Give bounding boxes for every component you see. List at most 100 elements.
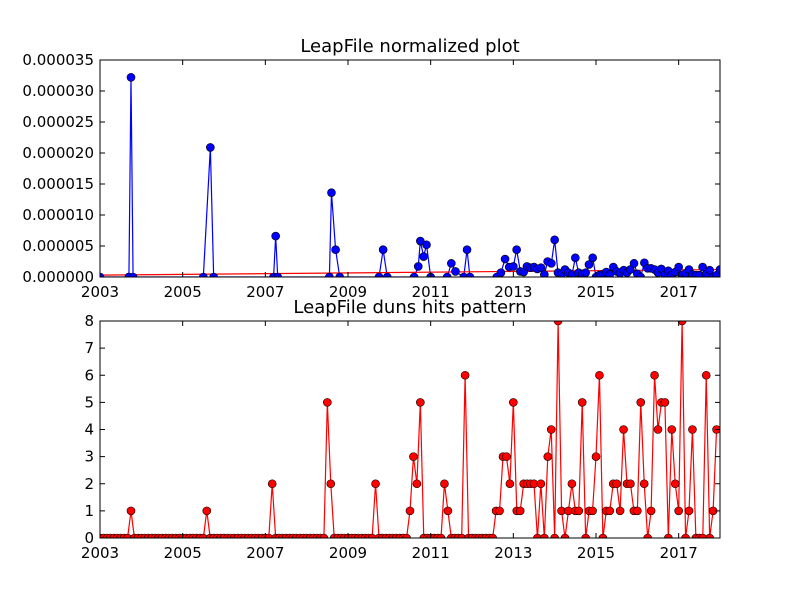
data-point [509, 262, 518, 271]
data-point [595, 370, 604, 380]
data-point [688, 425, 697, 434]
data-point [653, 425, 663, 434]
data-point [667, 425, 677, 434]
y-tick-label: 0 [84, 529, 94, 547]
y-tick-label: 0.000005 [22, 237, 94, 255]
data-point [695, 270, 704, 277]
data-point [402, 533, 411, 538]
data-point [598, 533, 608, 538]
data-point [382, 272, 392, 277]
y-tick-label: 8 [84, 312, 94, 330]
y-tick-label: 3 [84, 448, 94, 466]
data-point [660, 398, 670, 407]
data-point [681, 533, 690, 538]
y-tick-label: 7 [84, 339, 94, 357]
data-point [500, 254, 510, 264]
data-point [581, 268, 590, 277]
data-point [367, 533, 377, 538]
x-tick-label: 2017 [660, 544, 698, 562]
data-point [442, 272, 452, 277]
data-point [325, 272, 334, 277]
data-point [633, 506, 642, 516]
y-tick-label: 0.000035 [22, 51, 94, 69]
top-panel: LeapFile normalized plot 2003 2005 2007 2009… [22, 36, 721, 301]
data-point [264, 533, 274, 538]
data-point [550, 533, 559, 538]
x-tick-label: 2009 [329, 283, 367, 301]
data-point [605, 270, 614, 277]
data-point [540, 533, 549, 538]
data-point [495, 506, 504, 516]
data-point [199, 272, 208, 277]
x-tick-label: 2005 [164, 283, 202, 301]
x-tick-label: 2007 [246, 544, 284, 562]
data-point [705, 265, 714, 275]
data-point [626, 265, 635, 274]
data-point [206, 143, 215, 152]
data-point [674, 262, 683, 272]
data-point [502, 452, 511, 461]
data-point [100, 272, 105, 277]
data-point [443, 506, 453, 516]
data-point [199, 533, 208, 538]
data-point [271, 231, 280, 241]
data-point [326, 479, 336, 489]
data-point [646, 506, 656, 516]
chart-title: LeapFile normalized plot [300, 36, 519, 57]
data-point [462, 245, 472, 255]
data-point [547, 259, 556, 268]
data-point [436, 533, 446, 538]
data-point [409, 272, 419, 277]
data-point [636, 272, 645, 277]
y-tick-label: 1 [84, 502, 94, 520]
bottom-panel: LeapFile duns hits pattern 2003 2005 2007 20… [81, 297, 721, 562]
y-tick-label: 6 [84, 366, 94, 384]
data-point [643, 533, 652, 538]
y-tick-label: 4 [84, 421, 94, 439]
data-point [536, 479, 546, 489]
x-tick-label: 2005 [164, 544, 202, 562]
y-tick-label: 0.000010 [22, 206, 94, 224]
data-point [267, 479, 277, 489]
data-point [422, 240, 431, 250]
data-point [126, 73, 136, 82]
data-point [626, 479, 635, 489]
data-point [496, 268, 506, 277]
x-tick-label: 2009 [329, 544, 367, 562]
data-point [515, 506, 525, 516]
data-point [419, 252, 428, 261]
x-tick-label: 2017 [660, 283, 698, 301]
chart-title: LeapFile duns hits pattern [293, 297, 526, 318]
data-point [416, 236, 425, 246]
data-point [560, 533, 570, 538]
data-point [684, 506, 694, 516]
data-point [323, 398, 332, 407]
series-line [100, 77, 720, 277]
data-point [701, 370, 711, 380]
x-tick-label: 2003 [81, 544, 119, 562]
data-point [327, 188, 336, 197]
data-point [636, 398, 646, 407]
y-tick-label: 0.000020 [22, 144, 94, 162]
data-point [128, 272, 138, 277]
data-point [440, 479, 449, 489]
data-point [465, 272, 475, 277]
data-point [584, 260, 594, 269]
data-point [674, 506, 683, 516]
data-point [639, 479, 649, 489]
data-point [457, 533, 466, 538]
data-point [670, 479, 680, 489]
data-point [371, 479, 380, 489]
data-point [335, 272, 345, 277]
data-point [202, 506, 212, 516]
data-point [209, 272, 218, 277]
data-point [705, 533, 714, 538]
x-tick-label: 2013 [494, 544, 532, 562]
x-tick-label: 2015 [577, 283, 615, 301]
data-point [319, 533, 329, 538]
x-tick-label: 2015 [577, 544, 615, 562]
data-point [543, 452, 553, 461]
x-tick-label: 2011 [412, 544, 450, 562]
data-point [546, 425, 556, 434]
